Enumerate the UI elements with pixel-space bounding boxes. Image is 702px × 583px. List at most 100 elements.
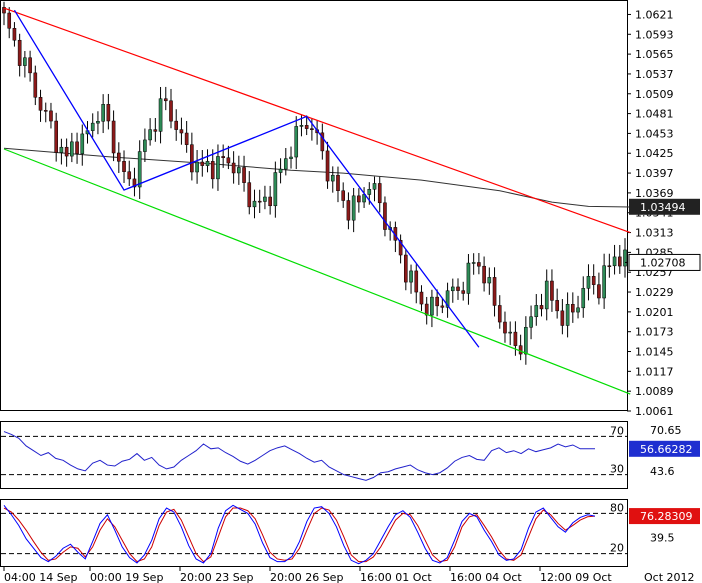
candle-body — [231, 162, 236, 174]
candle — [560, 299, 565, 335]
candle-body — [49, 110, 53, 122]
candle — [586, 264, 591, 301]
price-tick-label: 1.0229 — [635, 286, 674, 299]
candle-body — [325, 150, 330, 182]
candle-body — [597, 284, 601, 299]
candle — [70, 132, 74, 163]
candle — [143, 128, 147, 162]
candle — [195, 149, 199, 184]
indicator-tick-label: 39.5 — [650, 532, 675, 545]
price-tick-label: 1.0089 — [635, 385, 674, 398]
candle — [28, 50, 32, 82]
candle — [456, 278, 460, 300]
candle-body — [216, 156, 220, 180]
candle — [289, 146, 293, 169]
price-tick-label: 1.0061 — [635, 405, 674, 418]
candle — [43, 102, 48, 123]
candle — [179, 117, 184, 145]
candle-body — [571, 304, 575, 313]
candle — [524, 316, 528, 365]
candle — [49, 102, 53, 129]
candle — [190, 132, 194, 181]
candle — [247, 171, 252, 215]
candle-body — [111, 120, 116, 154]
candle-body — [169, 100, 173, 122]
candle-body — [612, 256, 617, 267]
candle-body — [143, 139, 147, 152]
candle-body — [96, 121, 100, 124]
candle-body — [90, 122, 95, 131]
candle-body — [607, 265, 612, 267]
level-label: 20 — [610, 542, 624, 555]
candle — [607, 253, 612, 278]
candle — [127, 160, 132, 186]
candle — [341, 182, 346, 208]
candle — [33, 65, 38, 106]
candle-body — [23, 57, 27, 66]
candle — [278, 158, 283, 184]
candle — [534, 294, 539, 326]
candle — [529, 305, 533, 340]
candle — [576, 295, 580, 319]
candle — [623, 238, 627, 278]
candle-body — [513, 331, 518, 346]
candle-body — [346, 200, 351, 221]
candle-body — [304, 125, 309, 129]
candle — [80, 124, 85, 166]
candle — [273, 161, 278, 218]
price-tick-label: 1.0369 — [635, 187, 674, 200]
candle-body — [534, 305, 539, 318]
candle-body — [38, 97, 43, 111]
stochastic-panel-frame — [0, 499, 628, 567]
candle — [430, 289, 434, 328]
candle-body — [330, 174, 335, 182]
candle — [477, 252, 481, 275]
candle — [591, 264, 596, 295]
candle — [90, 113, 95, 138]
candle — [482, 256, 486, 292]
candle — [377, 176, 382, 213]
candle-body — [617, 256, 622, 267]
candle — [518, 334, 523, 361]
candle-body — [310, 128, 314, 130]
time-tick-label: 12:00 09 Oct — [540, 571, 612, 583]
stochastic-value-tag-text: 76.28309 — [640, 510, 693, 523]
candle — [153, 118, 158, 142]
candle-body — [148, 129, 152, 141]
candle — [565, 292, 570, 338]
time-axis: 04:00 14 Sep 00:00 19 Sep 20:00 23 Sep 20:0… — [3, 567, 695, 583]
candle — [602, 253, 606, 309]
candle-body — [398, 240, 403, 256]
candle-body — [101, 104, 105, 122]
candle-body — [184, 132, 189, 145]
candle-body — [471, 262, 476, 264]
candle — [612, 244, 617, 275]
candle — [268, 185, 272, 215]
candle-body — [623, 249, 627, 267]
price-tick-label: 1.0117 — [635, 365, 674, 378]
candle — [59, 138, 64, 165]
rsi-panel-frame — [0, 421, 628, 489]
candle-body — [456, 286, 460, 291]
candle — [294, 116, 299, 170]
candle — [461, 281, 466, 301]
candle-body — [7, 12, 12, 29]
candle — [513, 321, 518, 356]
candle-body — [54, 120, 58, 153]
candle-body — [200, 161, 205, 166]
candle — [137, 140, 142, 199]
candle-body — [586, 276, 591, 289]
candle — [383, 196, 387, 237]
candle-body — [17, 39, 22, 66]
candle-body — [132, 178, 137, 188]
candle — [174, 109, 179, 141]
candle-body — [64, 146, 69, 157]
candle — [617, 244, 622, 274]
candle-body — [602, 265, 606, 299]
indicator-series-line — [3, 431, 595, 481]
level-label: 80 — [610, 501, 624, 514]
candle-body — [190, 144, 194, 173]
candle-body — [320, 132, 325, 152]
price-tick-label: 1.0425 — [635, 147, 674, 160]
